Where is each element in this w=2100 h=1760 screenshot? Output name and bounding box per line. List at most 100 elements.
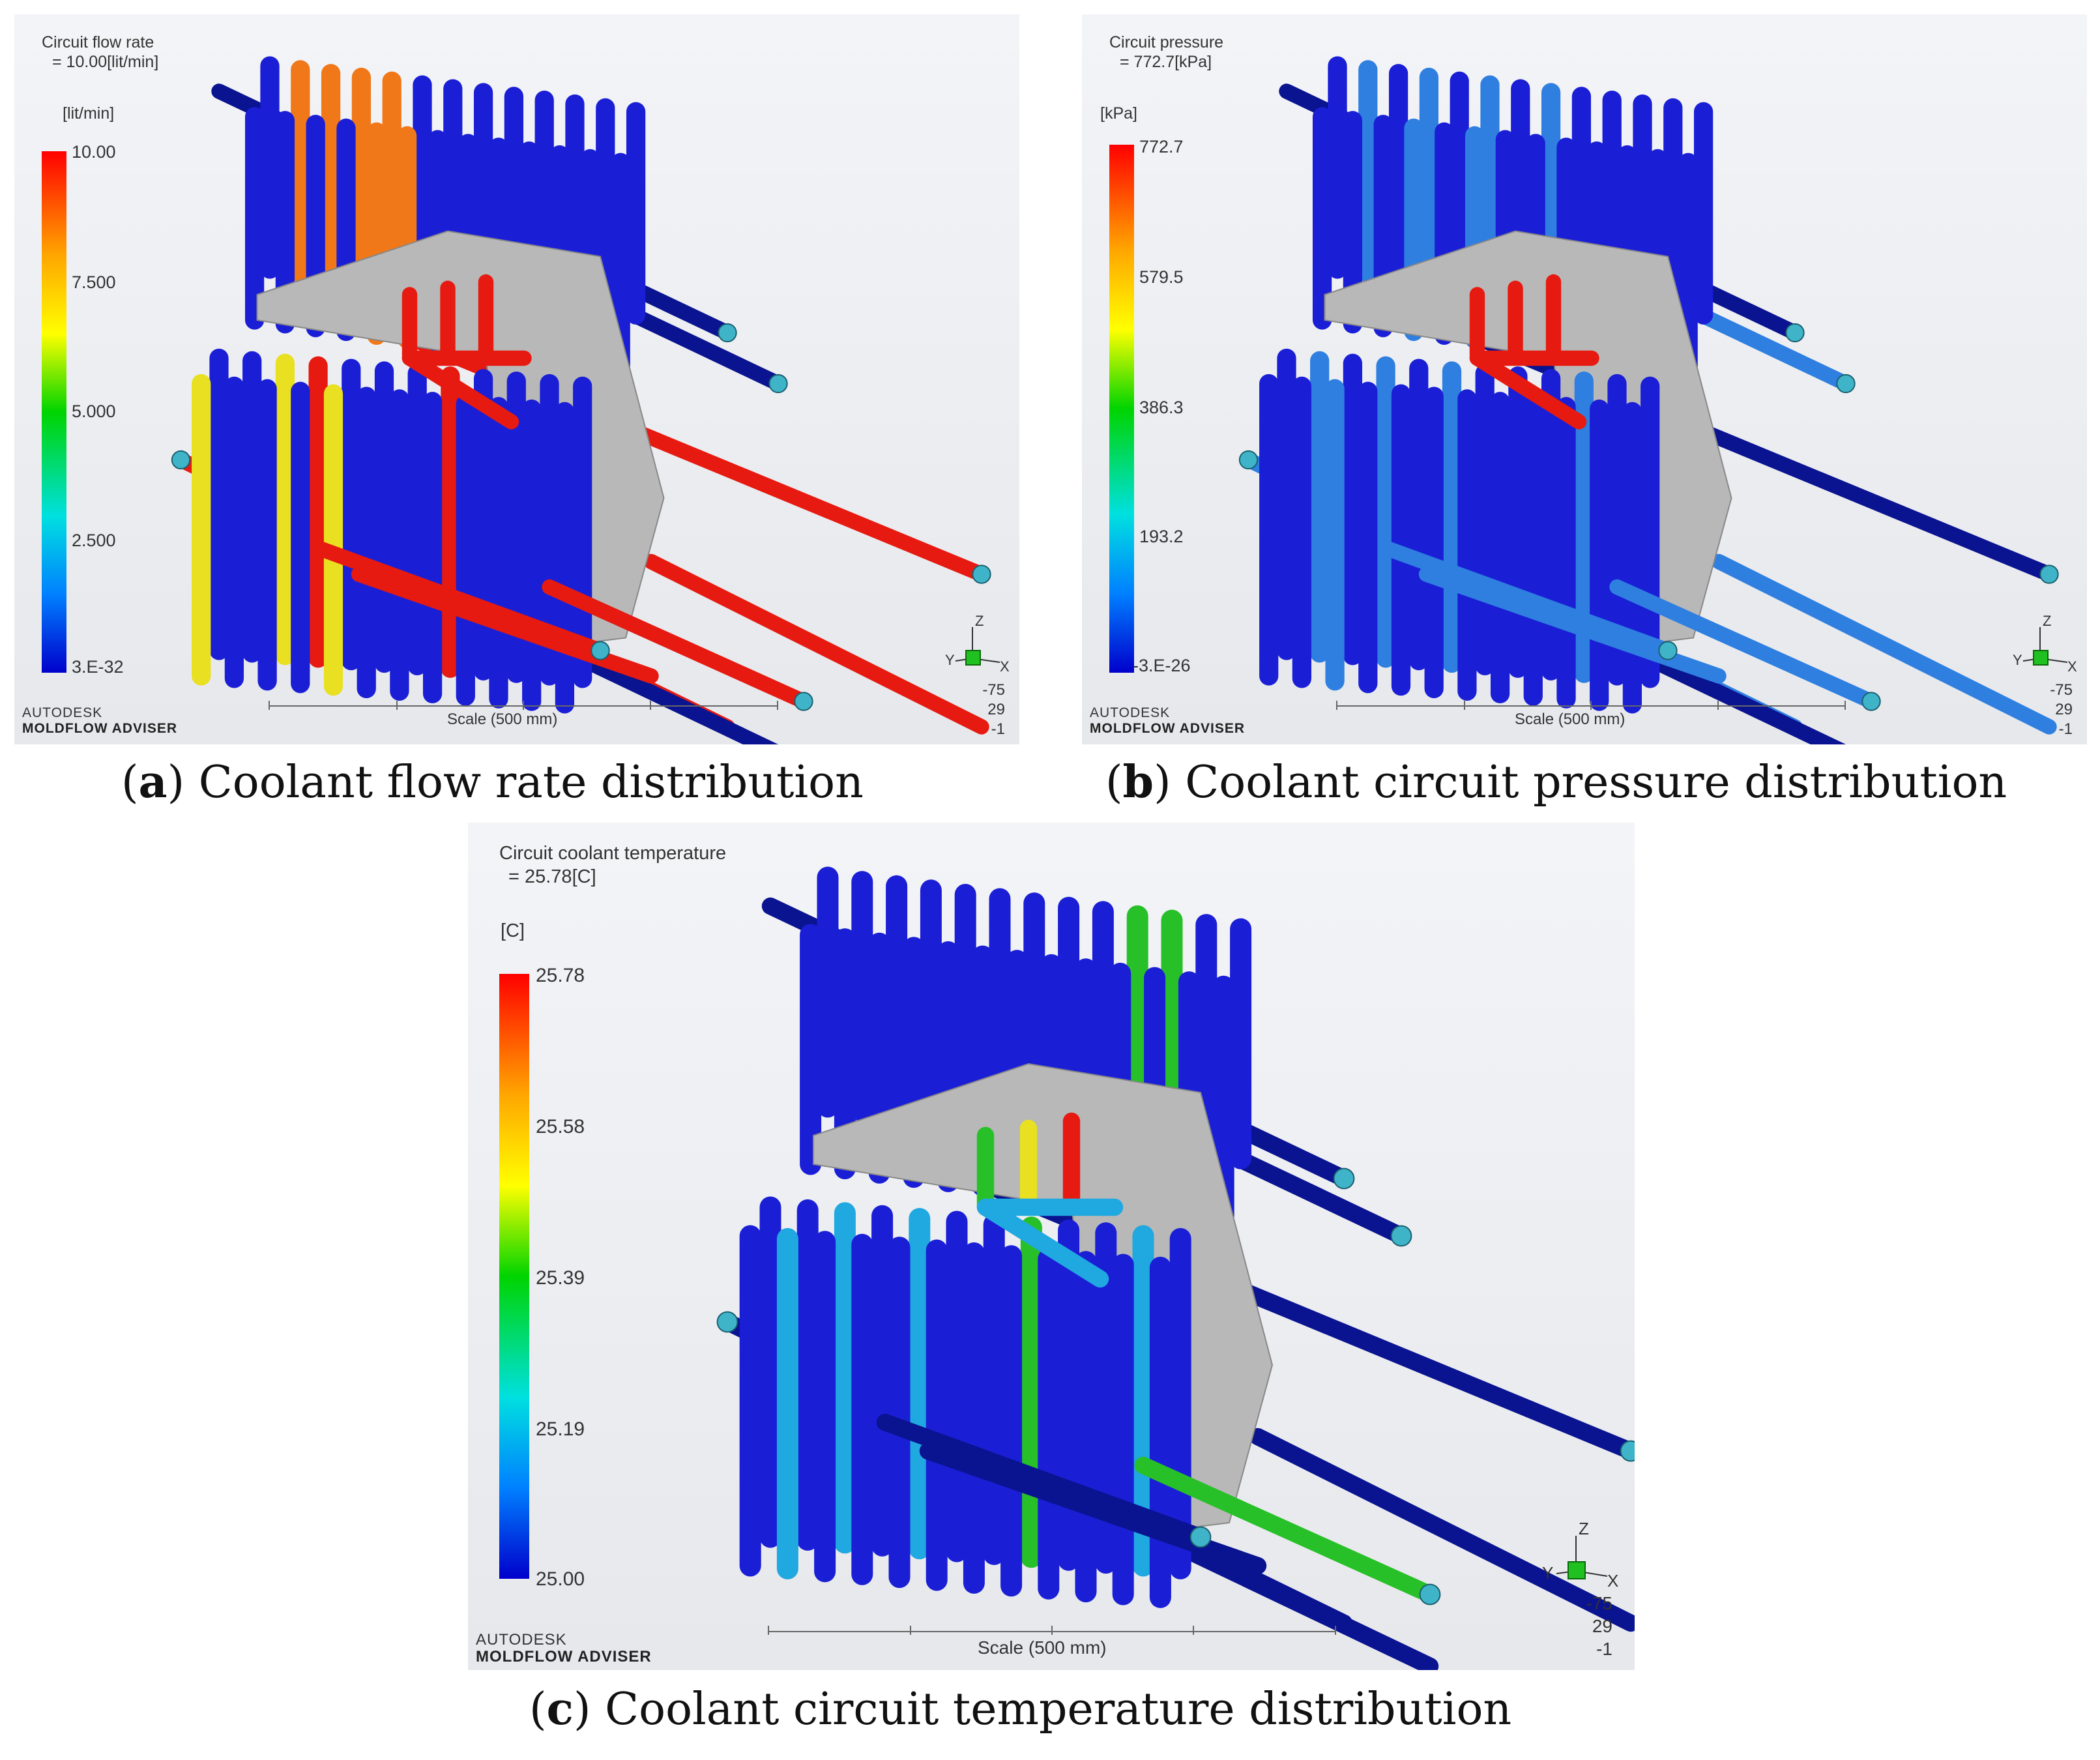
cooling-pipe [876,1413,1210,1546]
axis-label-y: Y [2013,652,2022,668]
colorbar-tick: -3.E-26 [1133,656,1191,675]
inlet-fitting-icon [1238,450,1259,470]
manifold-pipe [1469,350,1587,430]
brand-autodesk: AUTODESK [22,705,103,720]
inlet-fitting-icon [1189,1526,1212,1548]
inlet-fitting-icon [768,374,788,394]
axis-label-z: Z [2043,613,2051,629]
colorbar-tick: 10.00 [72,142,116,162]
colorbar-tick: 25.39 [536,1267,585,1289]
inlet-fitting-icon [1861,692,1881,711]
cooling-pipe [643,553,989,735]
inlet-fitting-icon [1419,1583,1441,1606]
cooling-pipe [313,541,608,658]
manifold-pipe [401,350,519,430]
caption-c: (c) Coolant circuit temperature distribu… [529,1683,1512,1735]
inlet-fitting-icon [1836,374,1856,394]
colorbar [499,974,529,1579]
inlet-fitting-icon [1333,1167,1355,1190]
result-title-line2: = 10.00[lit/min] [52,53,159,71]
colorbar-tick: 386.3 [1139,398,1184,417]
scale-bar-tick [1590,701,1592,710]
scale-bar-tick [1051,1626,1053,1635]
inlet-fitting-icon [2039,565,2059,584]
colorbar-tick: 25.00 [536,1568,585,1590]
view-coordinates: -75 29 -1 [982,681,1005,738]
scale-bar-tick [768,1626,769,1635]
cooling-pipe [1609,579,1879,709]
inlet-fitting-icon [1390,1225,1412,1247]
cooling-circuit-model-c [716,866,1635,1670]
axis-label-y: Y [945,652,955,668]
cooling-pipe [1711,553,2057,735]
axis-label-z: Z [1579,1520,1589,1538]
colorbar [1109,145,1134,673]
colorbar [42,151,66,673]
result-title-line1: Circuit flow rate [42,33,154,51]
colorbar-tick: 193.2 [1139,527,1184,546]
result-title-line2: = 772.7[kPa] [1120,53,1212,71]
inlet-fitting-icon [718,323,737,343]
scale-label: Scale (500 mm) [447,711,558,728]
panel-b: Circuit pressure = 772.7[kPa] [kPa] 772.… [1082,14,2087,744]
colorbar-unit: [kPa] [1100,104,1137,123]
cooling-circuit-model-b [1238,56,2059,744]
inlet-fitting-icon [171,450,191,470]
scale-bar-tick [650,701,651,710]
caption-b: (b) Coolant circuit pressure distributio… [1105,756,2007,808]
cooling-pipe [1134,1456,1439,1604]
result-title-line1: Circuit coolant temperature [499,843,727,864]
inlet-fitting-icon [1620,1440,1635,1462]
scale-bar-tick [1193,1626,1194,1635]
colorbar-tick: 7.500 [72,272,116,292]
colorbar-tick: 25.78 [536,965,585,986]
cooling-pipe [1249,1428,1635,1632]
result-title-line1: Circuit pressure [1109,33,1224,51]
cooling-pipe [542,579,811,709]
manifold-pipe [976,1198,1109,1288]
colorbar-unit: [lit/min] [63,104,115,123]
colorbar-tick: 2.500 [72,531,116,550]
colorbar-tick: 3.E-32 [72,657,124,677]
caption-a: (a) Coolant flow rate distribution [121,756,864,808]
colorbar-tick: 5.000 [72,402,116,421]
brand-moldflow: MOLDFLOW ADVISER [22,721,178,736]
inlet-fitting-icon [591,641,610,660]
view-coordinates: -75 29 -1 [2050,681,2073,738]
axis-label-x: X [2067,658,2077,675]
axis-label-y: Y [1542,1563,1553,1583]
panel-a: Circuit flow rate = 10.00[lit/min] [lit/… [14,14,1019,744]
scale-bar-tick [1464,701,1465,710]
scale-bar-tick [269,701,270,710]
colorbar-tick: 25.58 [536,1116,585,1137]
inlet-fitting-icon [716,1311,738,1333]
colorbar-tick: 579.5 [1139,267,1184,287]
brand-moldflow: MOLDFLOW ADVISER [476,1648,652,1665]
view-coordinates: -75 29 -1 [1586,1593,1612,1659]
brand-autodesk: AUTODESK [476,1631,567,1649]
scale-bar-tick [777,701,778,710]
cooling-circuit-model-a [171,56,991,744]
axis-triad-icon: Z Y X [2013,613,2077,675]
scale-bar-tick [1717,701,1719,710]
result-title-line2: = 25.78[C] [508,866,596,887]
colorbar-tick: 25.19 [536,1418,585,1440]
scale-bar-tick [523,701,524,710]
colorbar-tick: 772.7 [1139,137,1184,156]
scale-bar-tick [396,701,398,710]
axis-label-z: Z [975,613,984,629]
scale-bar-tick [1845,701,1846,710]
scale-bar-tick [1336,701,1337,710]
axis-triad-icon: Z Y X [1542,1520,1618,1591]
brand-autodesk: AUTODESK [1090,705,1171,720]
axis-label-x: X [1607,1571,1618,1591]
axis-triad-icon: Z Y X [945,613,1010,675]
inlet-fitting-icon [1658,641,1678,660]
inlet-fitting-icon [794,692,813,711]
colorbar-unit: [C] [501,920,525,941]
scale-bar-tick [910,1626,911,1635]
cooling-pipe [1380,541,1676,658]
axis-label-x: X [1000,658,1010,675]
scale-label: Scale (500 mm) [1515,711,1626,728]
scale-label: Scale (500 mm) [978,1637,1107,1658]
